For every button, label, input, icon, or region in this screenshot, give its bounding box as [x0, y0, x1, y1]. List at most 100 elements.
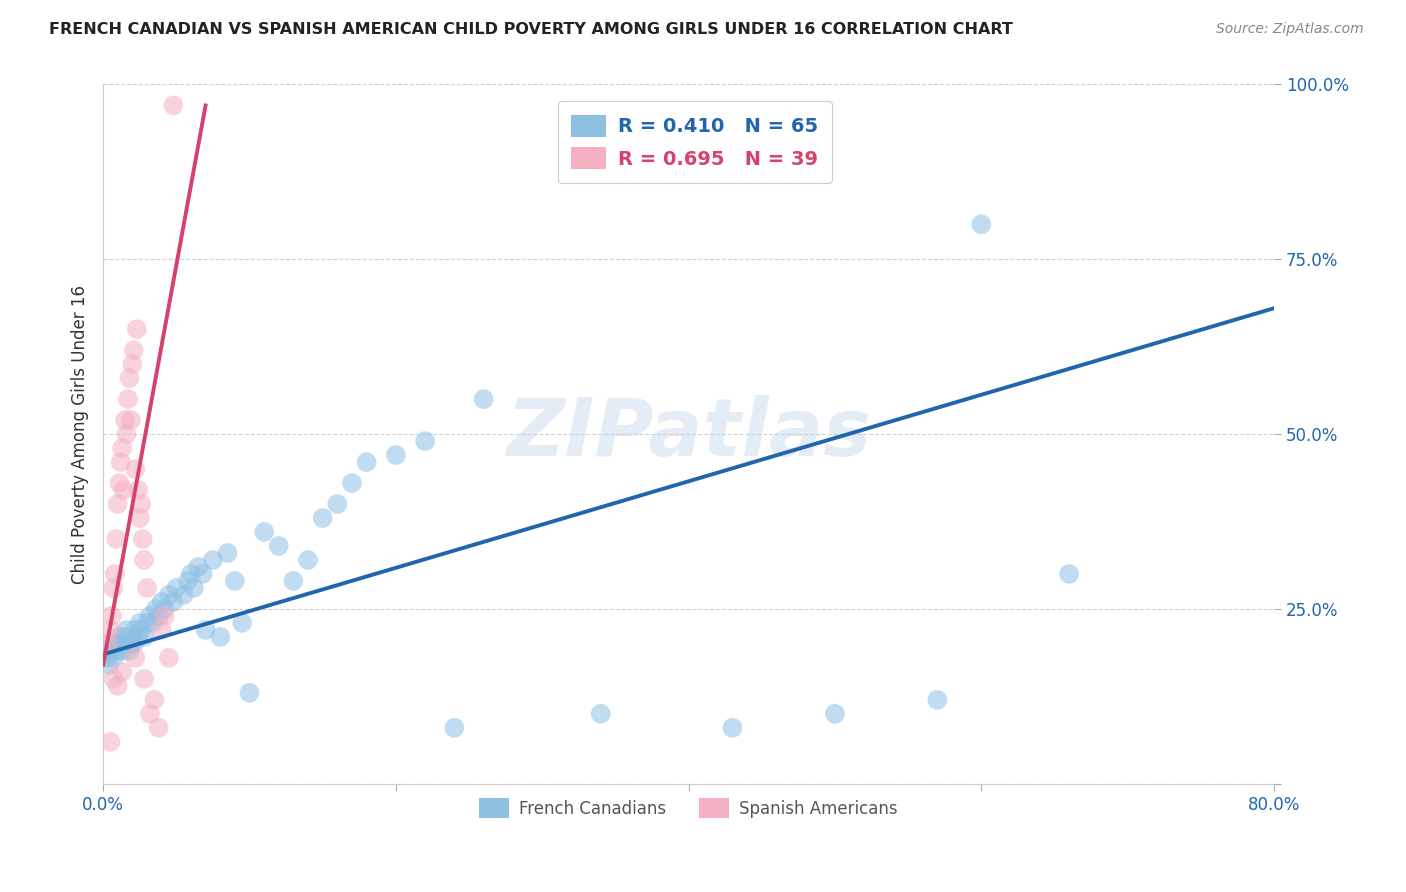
Point: [127, 483, 149, 497]
Point: [132, 672, 155, 686]
Point: [118, 644, 141, 658]
Point: [162, 98, 184, 112]
Point: [112, 630, 135, 644]
Point: [150, 595, 173, 609]
Point: [107, 637, 129, 651]
Point: [970, 217, 993, 231]
Point: [103, 672, 125, 686]
Point: [125, 322, 148, 336]
Point: [96, 637, 118, 651]
Point: [128, 615, 150, 630]
Point: [120, 413, 142, 427]
Point: [283, 574, 305, 588]
Point: [253, 524, 276, 539]
Point: [114, 413, 136, 427]
Point: [131, 532, 153, 546]
Point: [120, 637, 142, 651]
Point: [153, 608, 176, 623]
Point: [112, 483, 135, 497]
Point: [129, 497, 152, 511]
Point: [157, 651, 180, 665]
Point: [180, 566, 202, 581]
Point: [104, 637, 127, 651]
Point: [100, 623, 122, 637]
Point: [927, 693, 949, 707]
Point: [356, 455, 378, 469]
Point: [177, 574, 200, 588]
Point: [150, 623, 173, 637]
Point: [385, 448, 408, 462]
Point: [111, 644, 134, 658]
Point: [122, 637, 145, 651]
Point: [340, 476, 363, 491]
Point: [311, 511, 333, 525]
Point: [111, 665, 134, 679]
Point: [472, 392, 495, 406]
Point: [413, 434, 436, 448]
Point: [153, 602, 176, 616]
Point: [96, 644, 118, 658]
Point: [107, 497, 129, 511]
Point: [238, 686, 260, 700]
Point: [139, 608, 162, 623]
Point: [132, 630, 155, 644]
Point: [201, 553, 224, 567]
Point: [118, 371, 141, 385]
Point: [267, 539, 290, 553]
Point: [297, 553, 319, 567]
Point: [143, 693, 166, 707]
Text: Source: ZipAtlas.com: Source: ZipAtlas.com: [1216, 22, 1364, 37]
Point: [121, 357, 143, 371]
Text: ZIPatlas: ZIPatlas: [506, 395, 872, 473]
Point: [128, 511, 150, 525]
Point: [124, 623, 146, 637]
Point: [94, 651, 117, 665]
Point: [136, 581, 159, 595]
Point: [224, 574, 246, 588]
Point: [110, 637, 132, 651]
Point: [132, 553, 155, 567]
Point: [105, 644, 128, 658]
Point: [100, 735, 122, 749]
Point: [824, 706, 846, 721]
Point: [187, 560, 209, 574]
Point: [136, 615, 159, 630]
Point: [107, 679, 129, 693]
Point: [1057, 566, 1080, 581]
Point: [108, 630, 131, 644]
Point: [117, 392, 139, 406]
Point: [209, 630, 232, 644]
Point: [721, 721, 744, 735]
Point: [115, 623, 138, 637]
Point: [139, 706, 162, 721]
Point: [121, 630, 143, 644]
Point: [231, 615, 253, 630]
Point: [103, 651, 125, 665]
Point: [148, 721, 170, 735]
Point: [326, 497, 349, 511]
Point: [129, 623, 152, 637]
Point: [108, 476, 131, 491]
Point: [111, 441, 134, 455]
Point: [194, 623, 217, 637]
Legend: French Canadians, Spanish Americans: French Canadians, Spanish Americans: [472, 792, 905, 824]
Point: [101, 608, 124, 623]
Point: [110, 455, 132, 469]
Point: [100, 637, 122, 651]
Point: [122, 343, 145, 358]
Point: [114, 637, 136, 651]
Text: FRENCH CANADIAN VS SPANISH AMERICAN CHILD POVERTY AMONG GIRLS UNDER 16 CORRELATI: FRENCH CANADIAN VS SPANISH AMERICAN CHIL…: [49, 22, 1014, 37]
Point: [217, 546, 239, 560]
Point: [148, 608, 170, 623]
Point: [145, 602, 167, 616]
Point: [162, 595, 184, 609]
Point: [101, 644, 124, 658]
Point: [124, 462, 146, 476]
Point: [103, 581, 125, 595]
Point: [124, 651, 146, 665]
Point: [589, 706, 612, 721]
Point: [142, 615, 165, 630]
Point: [105, 532, 128, 546]
Point: [443, 721, 465, 735]
Y-axis label: Child Poverty Among Girls Under 16: Child Poverty Among Girls Under 16: [72, 285, 89, 583]
